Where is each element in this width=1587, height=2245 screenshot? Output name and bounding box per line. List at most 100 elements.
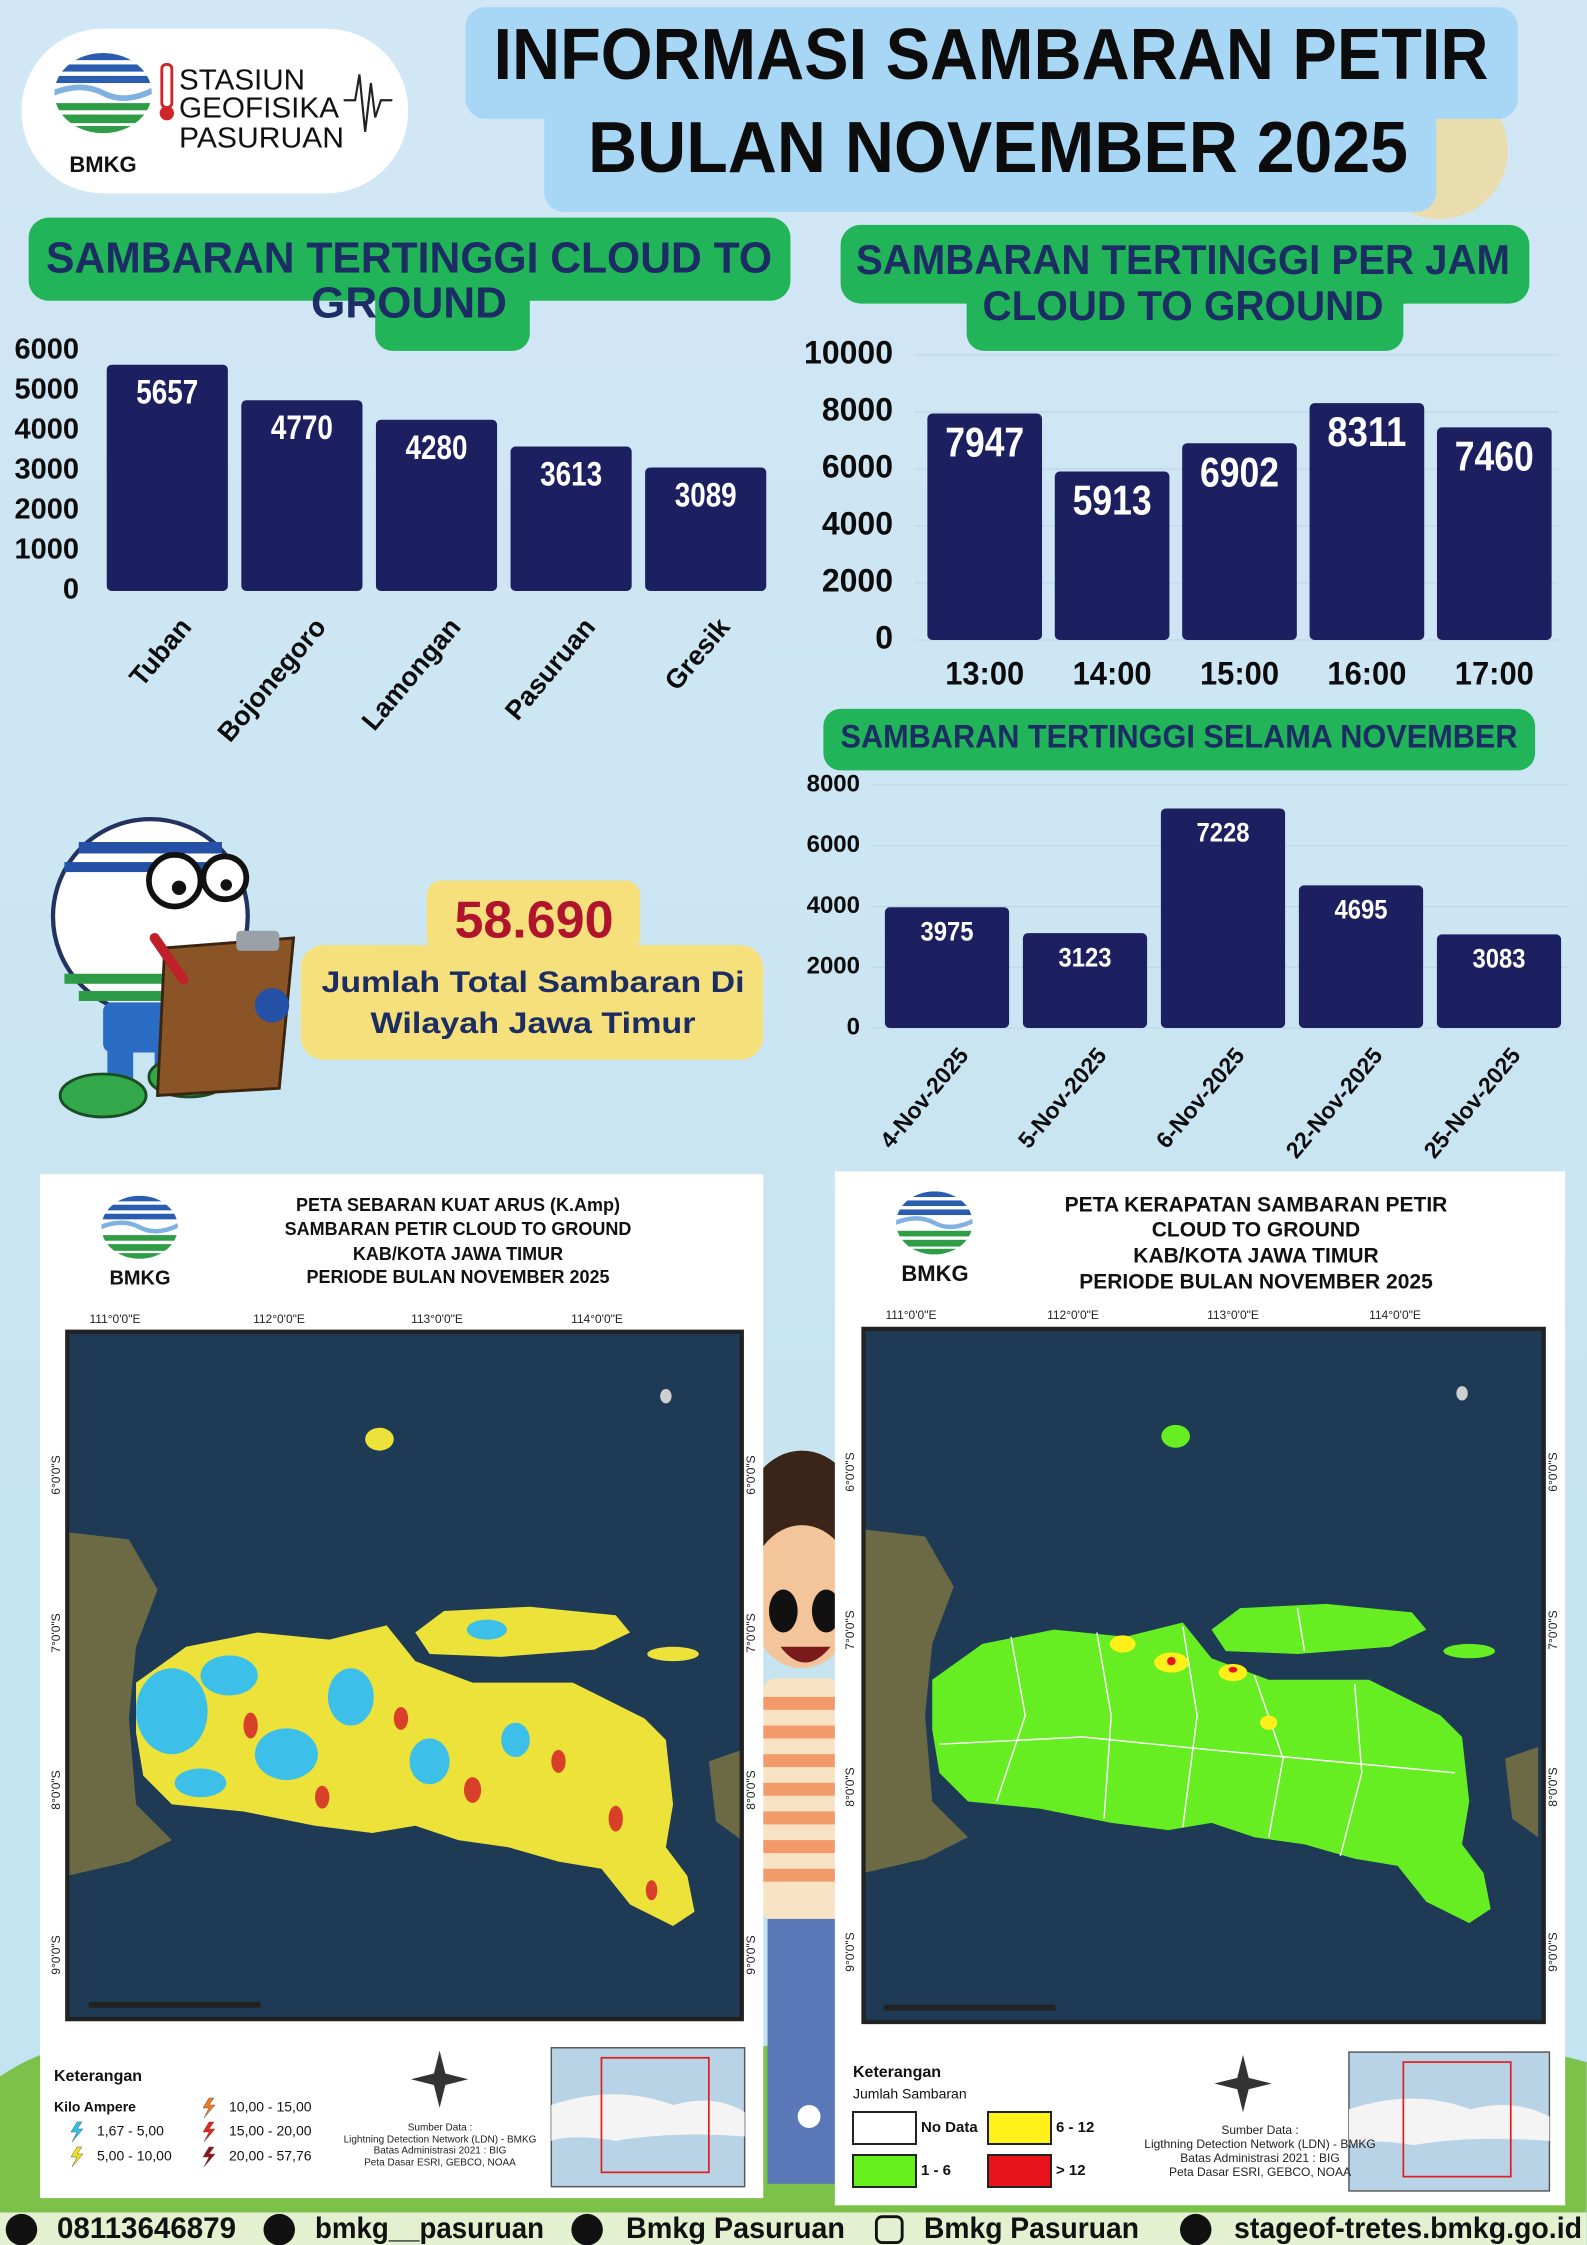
x-tick-label: 15:00 (1200, 655, 1279, 691)
decor-shape (409, 1738, 450, 1785)
station-name: GEOFISIKA (179, 93, 340, 125)
decor-shape (88, 2001, 261, 2008)
decor-shape (393, 1706, 409, 1730)
value-label: 4770 (271, 409, 333, 447)
bar (927, 413, 1043, 640)
decor-shape (761, 1754, 843, 1768)
station-name: STASIUN (179, 65, 305, 97)
map-lat-label: 7°0'0"S (843, 1610, 857, 1649)
decor-shape (1228, 1666, 1238, 1673)
bar (241, 400, 363, 591)
legend-swatch (852, 2111, 917, 2145)
map-title: KAB/KOTA JAWA TIMUR (353, 1244, 563, 1264)
decor-shape (5, 2213, 38, 2245)
value-label: 7947 (945, 419, 1024, 466)
legend-swatch (987, 2154, 1052, 2188)
decor-shape (315, 1785, 330, 1809)
y-tick-label: 0 (63, 574, 79, 606)
decor-shape (67, 1532, 172, 1876)
y-tick-label: 2000 (14, 494, 79, 526)
y-tick-label: 10000 (804, 334, 893, 370)
decor-shape (551, 1749, 566, 1773)
decor-shape (243, 1712, 258, 1739)
map-title: KAB/KOTA JAWA TIMUR (1133, 1245, 1378, 1268)
decor-shape (1339, 1683, 1363, 1857)
page-title: BULAN NOVEMBER 2025 (588, 108, 1408, 188)
map-source: Sumber Data : (1221, 2123, 1298, 2137)
decor-shape (647, 1646, 699, 1662)
decor-shape (171, 880, 187, 895)
decor-shape (254, 988, 290, 1023)
decor-shape (600, 2056, 710, 2174)
total-caption: Wilayah Jawa Timur (371, 1007, 696, 1040)
legend-title: Keterangan (54, 2068, 142, 2085)
value-label: 3123 (1059, 942, 1112, 972)
decor-shape (1096, 1632, 1112, 1819)
bar (510, 446, 632, 591)
decor-shape (823, 708, 1536, 771)
station-name: PASURUAN (179, 123, 344, 155)
bar (1298, 885, 1424, 1028)
map-title: CLOUD TO GROUND (1152, 1219, 1360, 1242)
map-lon-label: 114°0'0"E (571, 1312, 623, 1326)
decor-shape (551, 2094, 745, 2141)
map-title: SAMBARAN PETIR CLOUD TO GROUND (285, 1219, 632, 1239)
map-lon-label: 114°0'0"E (1369, 1308, 1421, 1322)
map-lat-label: 6°0'0"S (1546, 1452, 1560, 1491)
decor-shape (410, 2050, 469, 2108)
decor-shape (200, 1655, 258, 1696)
value-label: 3083 (1473, 943, 1526, 973)
map-source: Batas Administrasi 2021 : BIG (374, 2146, 507, 2157)
decoration (0, 7, 1587, 2245)
legend-label: 20,00 - 57,76 (229, 2148, 312, 2164)
decor-shape (1260, 1715, 1278, 1730)
map-title: PETA SEBARAN KUAT ARUS (K.Amp) (296, 1195, 620, 1215)
y-tick-label: 6000 (822, 448, 893, 484)
decor-shape (65, 1329, 744, 2022)
x-tick-label: 14:00 (1073, 655, 1152, 691)
y-tick-label: 4000 (807, 892, 860, 919)
decor-shape (375, 279, 530, 351)
decor-shape (1443, 1643, 1496, 1659)
map-lat-label: 8°0'0"S (744, 1770, 758, 1809)
y-tick-label: 0 (847, 1013, 860, 1040)
map-lon-label: 112°0'0"E (1047, 1308, 1099, 1322)
decor-shape (1348, 2098, 1550, 2146)
value-label: 3089 (675, 476, 737, 514)
total-value: 58.690 (454, 892, 613, 950)
decor-shape (415, 1606, 631, 1657)
decor-shape (343, 74, 393, 132)
legend-label: 5,00 - 10,00 (97, 2148, 172, 2164)
bar (1436, 934, 1562, 1028)
y-tick-label: 0 (875, 619, 893, 655)
map-lat-label: 8°0'0"S (49, 1770, 63, 1809)
decor-shape (1253, 1675, 1284, 1838)
map-lat-label: 9°0'0"S (1546, 1932, 1560, 1971)
decor-shape (103, 1002, 175, 1053)
decor-shape (263, 2213, 295, 2245)
chart-title: GROUND (311, 279, 507, 328)
legend-icon (202, 2121, 216, 2143)
decor-shape (608, 1805, 623, 1832)
decor-shape (761, 1782, 843, 1796)
decor-shape (966, 279, 1404, 351)
decor-shape (365, 1427, 394, 1451)
map-lat-label: 6°0'0"S (744, 1455, 758, 1494)
chart-title: SAMBARAN TERTINGGI CLOUD TO (46, 234, 772, 283)
decor-shape (660, 1389, 672, 1404)
decor-shape (939, 1736, 1455, 1774)
value-label: 7460 (1455, 432, 1534, 479)
decor-shape (1109, 1635, 1136, 1653)
logo-text: BMKG (69, 152, 136, 177)
legend-label: 10,00 - 15,00 (229, 2099, 312, 2115)
decor-shape (28, 217, 791, 301)
decor-shape (149, 932, 189, 985)
bar (884, 907, 1010, 1028)
decor-shape (883, 2004, 1056, 2011)
bar (645, 467, 767, 591)
decor-shape (932, 1622, 1491, 1924)
map-title: PERIODE BULAN NOVEMBER 2025 (1079, 1271, 1433, 1294)
decor-shape (58, 1072, 148, 1119)
decor-shape (501, 1722, 530, 1758)
footer-contact: Bmkg Pasuruan (626, 2212, 845, 2245)
